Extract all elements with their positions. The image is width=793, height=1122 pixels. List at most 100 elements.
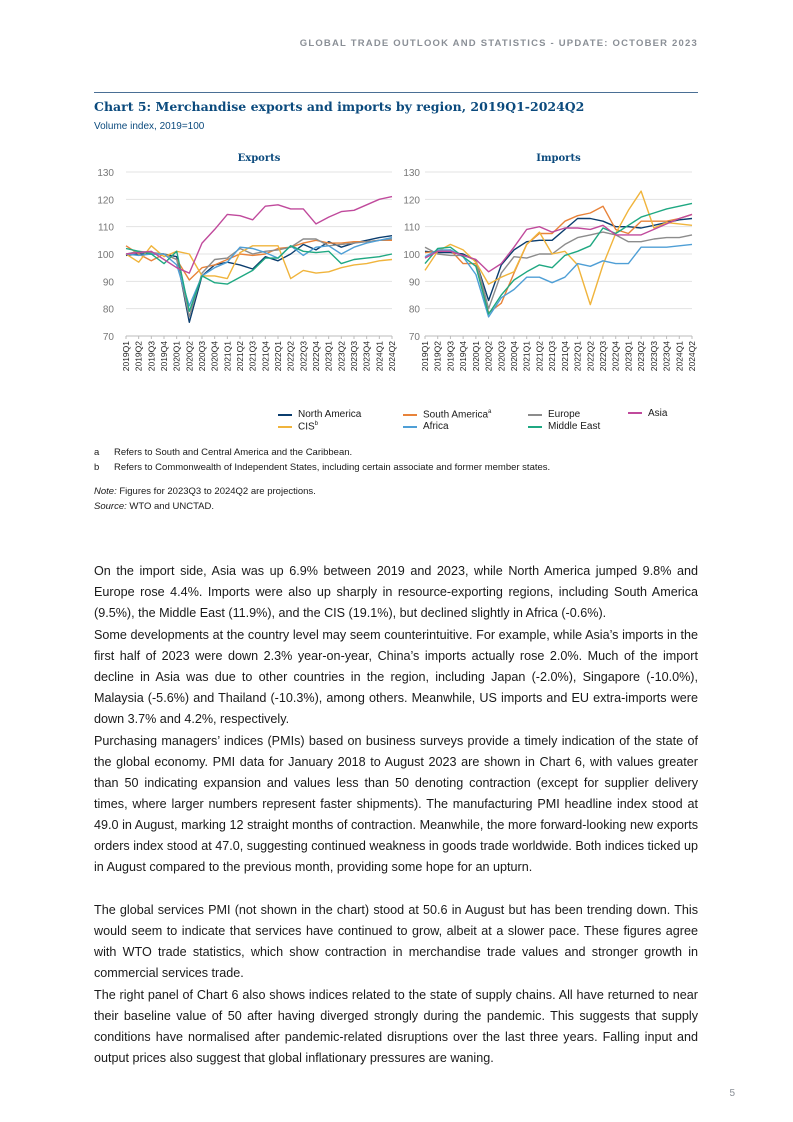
y-tick-label: 70 bbox=[409, 332, 421, 343]
legend-footnote-marker: b bbox=[314, 421, 319, 428]
chart-note: Note: Figures for 2023Q3 to 2024Q2 are p… bbox=[94, 486, 316, 497]
source-text: WTO and UNCTAD. bbox=[126, 501, 215, 512]
x-tick-label: 2024Q2 bbox=[687, 341, 697, 372]
chart-source: Source: WTO and UNCTAD. bbox=[94, 501, 214, 512]
legend-label: Africa bbox=[423, 421, 449, 433]
body-paragraph: The global services PMI (not shown in th… bbox=[94, 902, 698, 980]
series-line-cis bbox=[424, 190, 693, 306]
x-tick-label: 2022Q3 bbox=[298, 341, 308, 372]
legend-item: Africa bbox=[403, 421, 528, 432]
y-tick-label: 100 bbox=[97, 250, 114, 261]
y-tick-label: 80 bbox=[409, 305, 421, 316]
series-line-middle-east bbox=[424, 202, 693, 315]
x-tick-label: 2022Q2 bbox=[286, 341, 296, 372]
x-tick-label: 2022Q1 bbox=[273, 341, 283, 372]
x-tick-label: 2020Q2 bbox=[184, 341, 194, 372]
series-line-asia bbox=[424, 213, 693, 273]
body-paragraph: On the import side, Asia was up 6.9% bet… bbox=[94, 563, 698, 620]
x-tick-label: 2020Q2 bbox=[484, 341, 494, 372]
series-line-africa bbox=[125, 236, 393, 307]
note-text: Figures for 2023Q3 to 2024Q2 are project… bbox=[116, 486, 316, 497]
x-tick-label: 2022Q3 bbox=[598, 341, 608, 372]
x-tick-label: 2021Q4 bbox=[260, 341, 270, 372]
x-tick-label: 2024Q2 bbox=[387, 341, 397, 372]
x-tick-label: 2023Q2 bbox=[336, 341, 346, 372]
chart-panel-title: Exports bbox=[238, 153, 281, 164]
legend-footnote-marker: a bbox=[488, 409, 492, 415]
legend-item: North America bbox=[278, 409, 403, 420]
legend-item: Asia bbox=[628, 406, 688, 420]
header-rule bbox=[94, 92, 698, 93]
legend-item: Europe bbox=[528, 409, 628, 420]
series-line-cis bbox=[125, 245, 393, 280]
y-tick-label: 110 bbox=[404, 223, 420, 234]
y-tick-label: 80 bbox=[103, 305, 115, 316]
x-tick-label: 2021Q2 bbox=[534, 341, 544, 372]
footnote-a: a Refers to South and Central America and… bbox=[94, 447, 352, 458]
x-tick-label: 2024Q1 bbox=[374, 341, 384, 372]
legend-swatch bbox=[628, 412, 642, 415]
body-paragraph: The right panel of Chart 6 also shows in… bbox=[94, 987, 698, 1065]
x-tick-label: 2020Q3 bbox=[197, 341, 207, 372]
page-number: 5 bbox=[729, 1088, 735, 1099]
x-tick-label: 2023Q3 bbox=[349, 341, 359, 372]
y-tick-label: 90 bbox=[103, 277, 115, 288]
x-tick-label: 2023Q1 bbox=[324, 341, 334, 372]
legend-label: Asia bbox=[648, 407, 668, 419]
legend-swatch bbox=[278, 413, 292, 416]
x-tick-label: 2023Q4 bbox=[362, 341, 372, 372]
body-paragraph: Some developments at the country level m… bbox=[94, 627, 698, 726]
x-tick-label: 2020Q4 bbox=[210, 341, 220, 372]
y-tick-label: 110 bbox=[98, 223, 114, 234]
x-tick-label: 2023Q1 bbox=[623, 341, 633, 372]
x-tick-label: 2023Q4 bbox=[662, 341, 672, 372]
chart-subtitle: Volume index, 2019=100 bbox=[94, 121, 205, 132]
footnote-text: Refers to South and Central America and … bbox=[114, 447, 353, 458]
note-label: Note: bbox=[94, 486, 117, 497]
chart-title: Chart 5: Merchandise exports and imports… bbox=[94, 99, 585, 114]
legend-item: CISb bbox=[278, 421, 403, 433]
x-tick-label: 2024Q1 bbox=[674, 341, 684, 372]
x-tick-label: 2021Q3 bbox=[547, 341, 557, 372]
x-tick-label: 2020Q3 bbox=[496, 341, 506, 372]
legend-label: Middle East bbox=[548, 421, 601, 433]
y-tick-label: 90 bbox=[409, 277, 421, 288]
x-tick-label: 2022Q4 bbox=[611, 341, 621, 372]
series-line-europe bbox=[424, 231, 693, 310]
footnote-key: a bbox=[94, 447, 100, 458]
x-tick-label: 2021Q1 bbox=[222, 341, 232, 372]
x-tick-label: 2019Q2 bbox=[433, 341, 443, 372]
legend-label: Europe bbox=[548, 409, 581, 421]
x-tick-label: 2021Q4 bbox=[560, 341, 570, 372]
x-tick-label: 2019Q1 bbox=[420, 341, 430, 372]
x-tick-label: 2020Q4 bbox=[509, 341, 519, 372]
x-tick-label: 2019Q3 bbox=[445, 341, 455, 372]
footnote-text: Refers to Commonwealth of Independent St… bbox=[114, 462, 551, 473]
legend-label: CISb bbox=[298, 421, 319, 433]
x-tick-label: 2021Q2 bbox=[235, 341, 245, 372]
legend-label: South Americaa bbox=[423, 409, 492, 421]
x-tick-label: 2019Q1 bbox=[121, 341, 131, 372]
y-tick-label: 70 bbox=[103, 332, 115, 343]
legend-item: South Americaa bbox=[403, 409, 528, 420]
x-tick-label: 2022Q1 bbox=[573, 341, 583, 372]
chart-legend: North America South Americaa Europe Asia CIS… bbox=[278, 406, 688, 433]
footnote-b: b Refers to Commonwealth of Independent S… bbox=[94, 462, 550, 473]
legend-swatch bbox=[528, 413, 542, 416]
series-line-south-america bbox=[424, 205, 693, 314]
series-line-asia bbox=[125, 195, 393, 274]
running-header: GLOBAL TRADE OUTLOOK AND STATISTICS - UP… bbox=[299, 38, 698, 49]
x-tick-label: 2019Q2 bbox=[134, 341, 144, 372]
legend-label: North America bbox=[298, 409, 362, 421]
series-line-africa bbox=[424, 243, 693, 318]
y-tick-label: 120 bbox=[97, 195, 114, 206]
legend-swatch bbox=[278, 425, 292, 428]
x-tick-label: 2023Q2 bbox=[636, 341, 646, 372]
x-tick-label: 2021Q3 bbox=[248, 341, 258, 372]
x-tick-label: 2022Q2 bbox=[585, 341, 595, 372]
x-tick-label: 2021Q1 bbox=[522, 341, 532, 372]
x-tick-label: 2019Q4 bbox=[458, 341, 468, 372]
